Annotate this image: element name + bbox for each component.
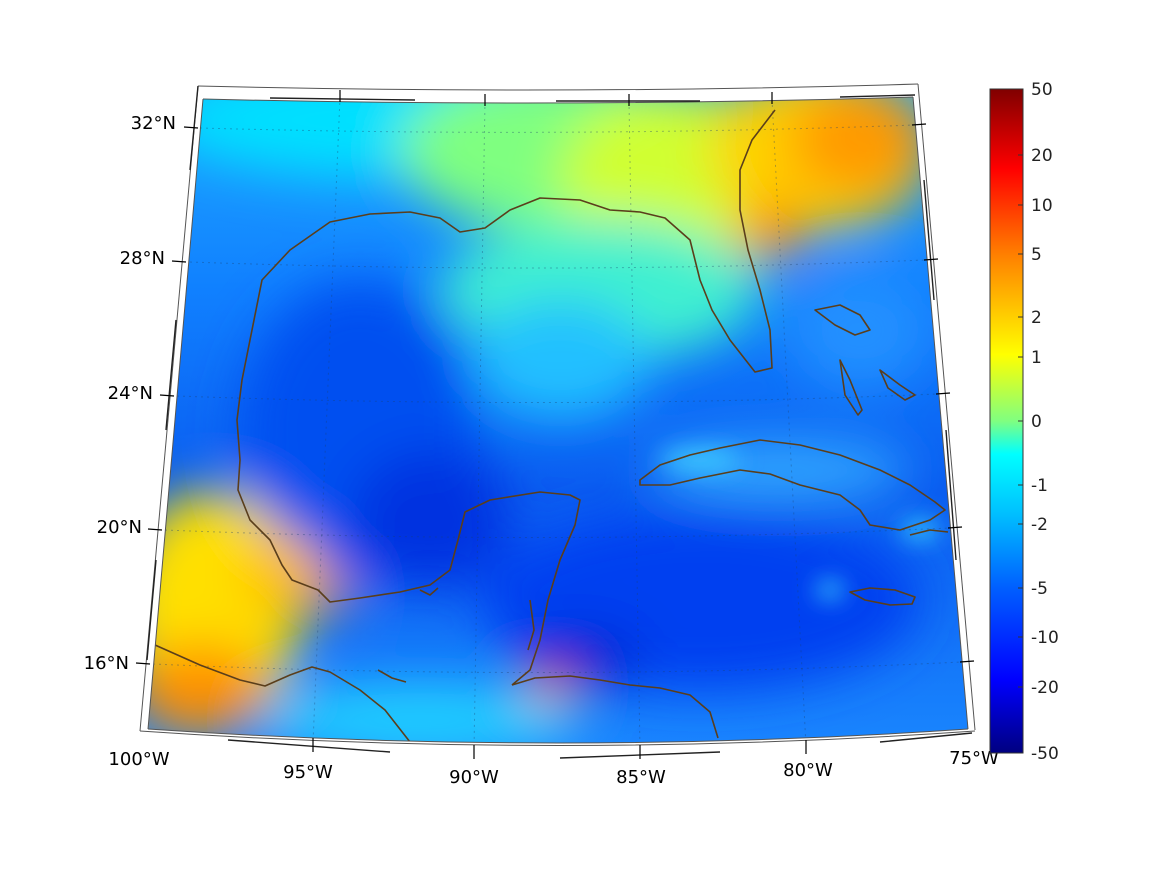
colorbar-label: 50 xyxy=(1031,80,1053,100)
colorbar-label: -1 xyxy=(1031,476,1048,496)
colorbar-label: -50 xyxy=(1031,744,1059,764)
lat-label-24n: 24°N xyxy=(108,383,153,404)
colorbar-label: 2 xyxy=(1031,308,1042,328)
map-frame xyxy=(135,83,976,759)
colorbar-label: 20 xyxy=(1031,146,1053,166)
colorbar-gradient xyxy=(989,88,1024,754)
lon-label-85w: 85°W xyxy=(616,767,666,788)
lon-label-95w: 95°W xyxy=(283,762,333,783)
colorbar-label: 10 xyxy=(1031,196,1053,216)
lat-label-28n: 28°N xyxy=(120,248,165,269)
lat-label-20n: 20°N xyxy=(97,517,142,538)
colorbar-label: 1 xyxy=(1031,348,1042,368)
lat-label-32n: 32°N xyxy=(131,113,176,134)
map-field xyxy=(148,97,968,743)
colorbar: 50 20 10 5 2 1 0 -1 -2 -5 -10 -20 -50 xyxy=(989,80,1059,764)
lat-label-16n: 16°N xyxy=(84,653,129,674)
colorbar-label: 5 xyxy=(1031,245,1042,265)
colorbar-label: 0 xyxy=(1031,412,1042,432)
colorbar-label: -20 xyxy=(1031,678,1059,698)
colorbar-label: -10 xyxy=(1031,628,1059,648)
lon-label-90w: 90°W xyxy=(449,767,499,788)
lon-label-80w: 80°W xyxy=(783,760,833,781)
longitude-labels: 100°W 95°W 90°W 85°W 80°W 75°W xyxy=(108,748,999,788)
latitude-labels: 32°N 28°N 24°N 20°N 16°N xyxy=(84,113,176,674)
lon-label-75w: 75°W xyxy=(949,748,999,769)
coastlines xyxy=(154,109,949,743)
colorbar-label: -2 xyxy=(1031,515,1048,535)
graticule xyxy=(152,97,962,743)
lon-label-100w: 100°W xyxy=(108,749,169,770)
colorbar-label: -5 xyxy=(1031,579,1048,599)
